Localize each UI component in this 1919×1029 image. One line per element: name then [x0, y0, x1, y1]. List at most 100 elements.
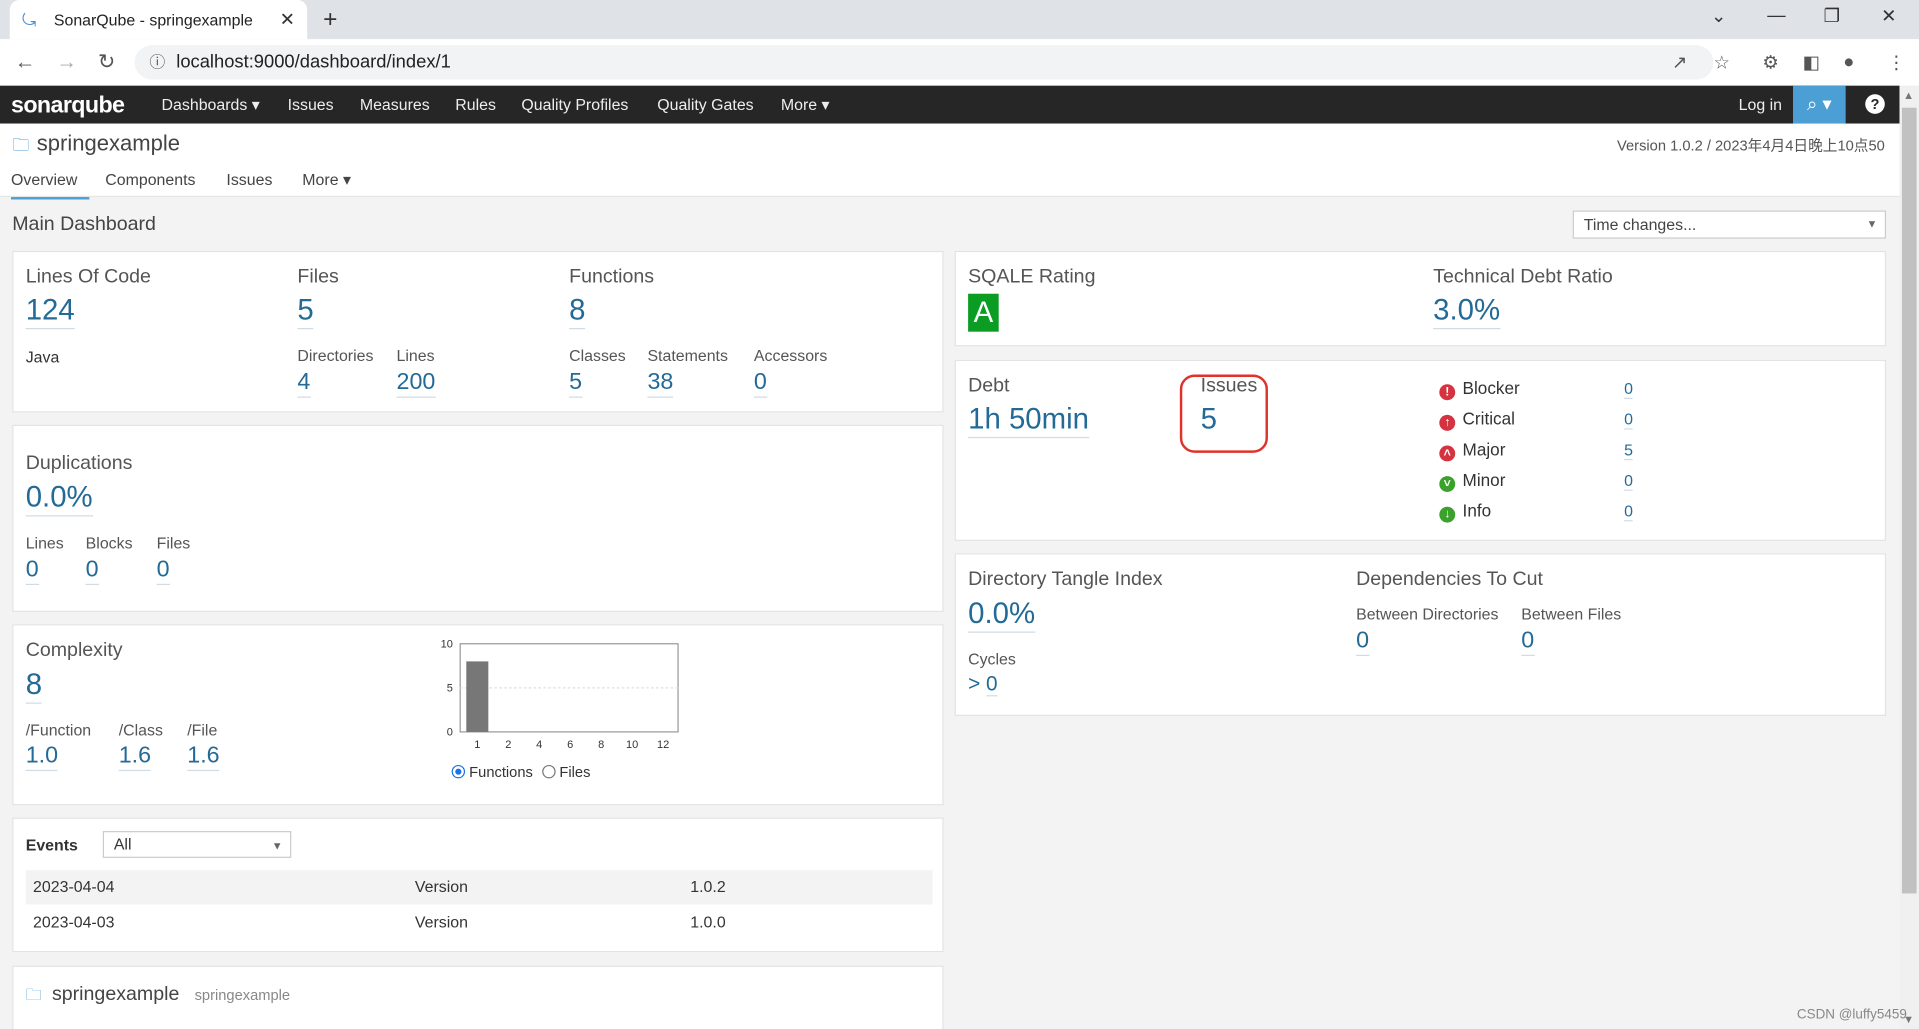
- nav-more[interactable]: More ▾: [780, 95, 830, 114]
- minor-count[interactable]: 0: [1624, 471, 1633, 491]
- events-filter-select[interactable]: All ▼: [102, 831, 292, 858]
- close-window-icon[interactable]: ✕: [1881, 6, 1897, 27]
- cycles-prefix: >: [968, 671, 981, 696]
- files-radio[interactable]: [541, 764, 556, 779]
- functions-label: Functions: [569, 266, 655, 288]
- severity-minor[interactable]: ˅ Minor: [1439, 470, 1505, 493]
- debt-ratio-value[interactable]: 3.0%: [1433, 294, 1501, 330]
- directories-value[interactable]: 4: [297, 370, 311, 398]
- back-icon[interactable]: ←: [14, 50, 36, 74]
- dup-files-label: Files: [156, 533, 191, 552]
- files-value[interactable]: 5: [297, 294, 314, 330]
- url-bar[interactable]: ⓘ localhost:9000/dashboard/index/1: [134, 45, 1714, 80]
- tab-issues[interactable]: Issues: [226, 170, 273, 189]
- nav-rules[interactable]: Rules: [455, 95, 496, 114]
- tab-more[interactable]: More ▾: [302, 170, 351, 189]
- functions-radio-label: Functions: [469, 763, 533, 781]
- issues-value[interactable]: 5: [1200, 402, 1217, 436]
- blocker-count[interactable]: 0: [1624, 379, 1633, 399]
- dup-lines-value[interactable]: 0: [25, 557, 39, 586]
- severity-name: Info: [1462, 500, 1492, 521]
- chart-x-tick-label: 6: [567, 739, 573, 751]
- nav-measures[interactable]: Measures: [359, 95, 430, 114]
- chevron-down-icon: ▼: [1866, 217, 1878, 231]
- scroll-down-icon[interactable]: ▼: [1903, 1013, 1915, 1026]
- severity-name: Major: [1462, 439, 1506, 459]
- lines-value[interactable]: 200: [396, 370, 436, 398]
- dashboard-title: Main Dashboard: [12, 214, 156, 235]
- issues-widget: Debt 1h 50min Issues 5 ! Blocker 0 ↑ Criti…: [954, 359, 1887, 541]
- time-changes-select[interactable]: Time changes... ▼: [1572, 210, 1887, 239]
- dup-files-value[interactable]: 0: [156, 557, 170, 586]
- between-dirs-value[interactable]: 0: [1356, 628, 1370, 657]
- complexity-value[interactable]: 8: [25, 668, 43, 704]
- severity-major[interactable]: ˄ Major: [1439, 439, 1506, 462]
- major-count[interactable]: 5: [1624, 440, 1633, 461]
- between-files-value[interactable]: 0: [1521, 628, 1535, 657]
- nav-quality-gates[interactable]: Quality Gates: [657, 95, 754, 114]
- complexity-distribution-toggle: Functions Files: [451, 763, 590, 781]
- event-name: 1.0.2: [690, 877, 726, 896]
- info-icon: ↓: [1439, 506, 1456, 523]
- classes-value[interactable]: 5: [569, 370, 583, 398]
- tab-components[interactable]: Components: [105, 170, 196, 189]
- nav-dashboards[interactable]: Dashboards ▾: [161, 95, 260, 114]
- critical-count[interactable]: 0: [1624, 410, 1633, 430]
- dup-blocks-value[interactable]: 0: [85, 557, 99, 586]
- nav-quality-profiles[interactable]: Quality Profiles: [521, 95, 629, 114]
- severity-blocker[interactable]: ! Blocker: [1439, 378, 1520, 401]
- functions-value[interactable]: 8: [569, 294, 586, 330]
- page-scrollbar[interactable]: ▲ ▼: [1899, 85, 1919, 1029]
- statements-value[interactable]: 38: [647, 370, 674, 398]
- issues-label: Issues: [1200, 375, 1258, 397]
- sonarqube-logo[interactable]: sonarqube: [11, 93, 125, 120]
- info-count[interactable]: 0: [1624, 501, 1633, 522]
- per-file-value[interactable]: 1.6: [187, 743, 220, 772]
- extensions-icon[interactable]: ⚙: [1762, 52, 1779, 74]
- profile-avatar-icon[interactable]: ●: [1843, 51, 1855, 73]
- nav-issues[interactable]: Issues: [287, 95, 334, 114]
- event-name: 1.0.0: [690, 913, 726, 932]
- browser-tab[interactable]: ⤿ SonarQube - springexample ✕: [9, 0, 308, 40]
- share-icon[interactable]: ↗: [1671, 52, 1688, 74]
- severity-critical[interactable]: ↑ Critical: [1439, 409, 1515, 431]
- duplications-widget: Duplications 0.0% Lines 0 Blocks 0 Files…: [12, 424, 944, 612]
- forward-icon[interactable]: →: [56, 50, 78, 74]
- per-class-value[interactable]: 1.6: [118, 743, 152, 772]
- functions-radio[interactable]: [451, 764, 466, 779]
- cycles-value[interactable]: 0: [986, 671, 998, 697]
- sqale-rating-badge[interactable]: A: [968, 293, 999, 332]
- per-function-label: /Function: [25, 720, 92, 740]
- accessors-value[interactable]: 0: [753, 370, 767, 398]
- side-panel-icon[interactable]: ◧: [1802, 52, 1821, 74]
- chart-x-tick-label: 4: [536, 739, 542, 751]
- dti-label: Directory Tangle Index: [968, 569, 1163, 590]
- site-info-icon[interactable]: ⓘ: [149, 52, 166, 71]
- search-icon[interactable]: ⌕ ▾: [1793, 85, 1846, 124]
- sonarqube-navbar: sonarqube Dashboards ▾ Issues Measures R…: [0, 85, 1900, 124]
- login-link[interactable]: Log in: [1738, 95, 1782, 114]
- minimize-icon[interactable]: —: [1767, 4, 1786, 26]
- bookmark-star-icon[interactable]: ☆: [1713, 52, 1730, 74]
- maximize-icon[interactable]: ❐: [1823, 6, 1841, 27]
- help-icon[interactable]: ?: [1865, 94, 1885, 114]
- dti-value[interactable]: 0.0%: [968, 597, 1036, 633]
- new-tab-icon[interactable]: +: [323, 6, 338, 34]
- scrollbar-thumb[interactable]: [1901, 107, 1917, 894]
- between-files-label: Between Files: [1521, 604, 1622, 623]
- tab-search-icon[interactable]: ⌄: [1711, 6, 1727, 27]
- debt-value[interactable]: 1h 50min: [968, 403, 1089, 439]
- scroll-up-icon[interactable]: ▲: [1903, 89, 1915, 102]
- reload-icon[interactable]: ↻: [97, 50, 116, 74]
- logo-text: sonarqube: [11, 93, 125, 119]
- project-description-widget: 🗀 springexample springexample: [12, 965, 944, 1029]
- tab-overview[interactable]: Overview: [11, 170, 90, 200]
- severity-info[interactable]: ↓ Info: [1439, 501, 1491, 523]
- browser-menu-icon[interactable]: ⋮: [1887, 52, 1906, 74]
- bottom-project-title: 🗀 springexample springexample: [26, 984, 290, 1011]
- duplications-value[interactable]: 0.0%: [25, 481, 93, 517]
- close-tab-icon[interactable]: ✕: [279, 9, 295, 31]
- per-function-value[interactable]: 1.0: [25, 743, 59, 772]
- loc-value[interactable]: 124: [25, 294, 75, 330]
- address-toolbar: ← → ↻ ⓘ localhost:9000/dashboard/index/1…: [0, 39, 1919, 86]
